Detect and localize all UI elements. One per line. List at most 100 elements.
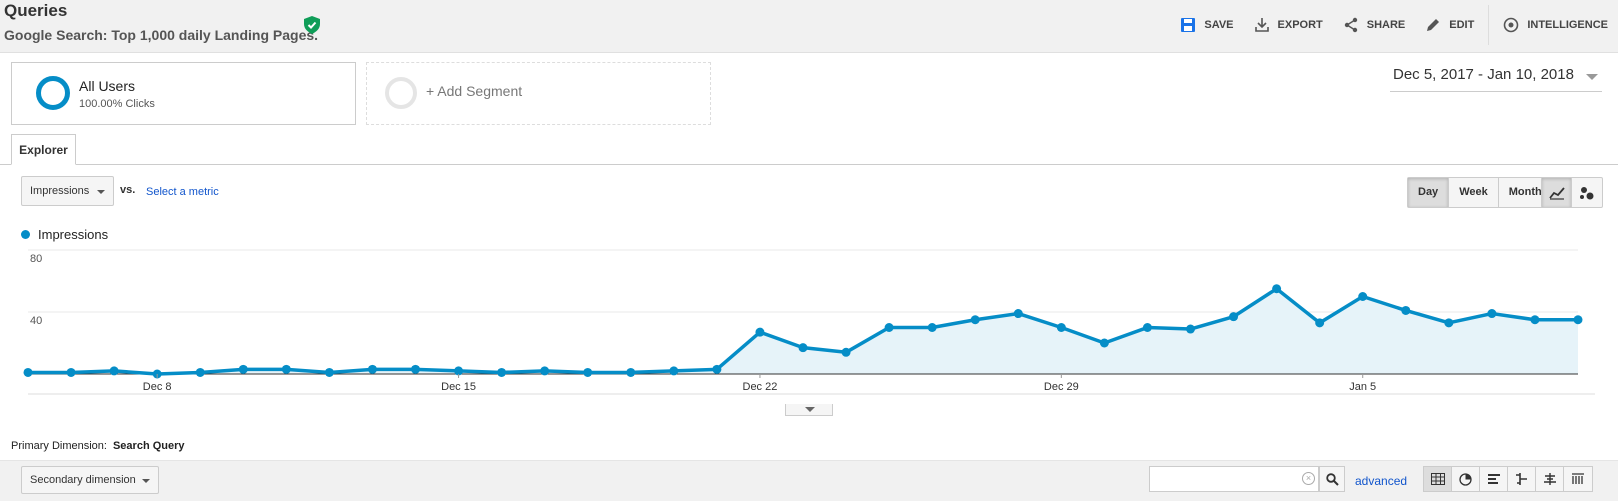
tab-explorer[interactable]: Explorer (11, 134, 76, 165)
page-subtitle: Google Search: Top 1,000 daily Landing P… (4, 27, 319, 43)
comparison-icon (1515, 473, 1527, 485)
data-point (454, 366, 464, 376)
report-actions: SAVE EXPORT SHARE EDIT INTELLIGENCE (1170, 0, 1618, 50)
data-point (755, 327, 765, 337)
motion-chart-button[interactable] (1572, 178, 1602, 207)
segment-name: All Users (79, 78, 136, 94)
intelligence-button[interactable]: INTELLIGENCE (1493, 5, 1618, 45)
period-week-button[interactable]: Week (1449, 178, 1499, 207)
x-tick-label: Dec 22 (743, 381, 778, 393)
export-button[interactable]: EXPORT (1244, 5, 1333, 45)
data-point (1401, 305, 1411, 315)
term-cloud-view-button[interactable] (1536, 467, 1564, 491)
comparison-view-button[interactable] (1508, 467, 1536, 491)
segment-detail: 100.00% Clicks (79, 98, 155, 110)
performance-view-button[interactable] (1480, 467, 1508, 491)
data-point (1315, 318, 1325, 328)
page-title: Queries (4, 1, 68, 20)
data-point (195, 367, 205, 377)
pie-view-button[interactable] (1452, 467, 1480, 491)
data-table-view-button[interactable] (1424, 467, 1452, 491)
data-point (238, 364, 248, 374)
x-tick-label: Dec 29 (1044, 381, 1079, 393)
data-point (970, 315, 980, 325)
metric-select[interactable]: Impressions (21, 176, 114, 206)
x-tick-label: Dec 8 (143, 381, 172, 393)
search-button[interactable] (1319, 466, 1345, 492)
data-point (1186, 324, 1195, 334)
data-point (626, 367, 636, 377)
segment-ring-icon (36, 76, 70, 110)
data-point (1099, 338, 1109, 348)
data-point (927, 323, 937, 332)
table-view-toggle (1423, 466, 1593, 492)
segment-all-users[interactable]: All Users 100.00% Clicks (11, 62, 356, 125)
pivot-view-button[interactable] (1564, 467, 1592, 491)
share-icon (1344, 17, 1357, 33)
report-header: Queries Google Search: Top 1,000 daily L… (0, 0, 1618, 53)
table-toolbar: Secondary dimension × advanced (0, 460, 1618, 501)
add-segment-button[interactable]: + Add Segment (366, 62, 711, 125)
x-tick-label: Jan 5 (1349, 381, 1376, 393)
share-button[interactable]: SHARE (1333, 5, 1416, 45)
secondary-dimension-label: Secondary dimension (30, 474, 136, 486)
data-point (1229, 312, 1239, 322)
date-range-picker[interactable]: Dec 5, 2017 - Jan 10, 2018 (1390, 66, 1602, 92)
tab-bar-line (0, 164, 1618, 165)
advanced-filter-link[interactable]: advanced (1355, 474, 1408, 488)
metric-select-label: Impressions (30, 185, 90, 197)
save-label: SAVE (1204, 19, 1234, 31)
y-tick-label: 80 (30, 253, 42, 265)
secondary-dimension-select[interactable]: Secondary dimension (21, 466, 159, 494)
shield-check-icon (304, 16, 320, 34)
add-segment-label: + Add Segment (426, 83, 523, 99)
data-point (66, 367, 76, 377)
edit-button[interactable]: EDIT (1415, 5, 1484, 45)
legend-dot-icon (21, 230, 30, 239)
y-tick-label: 40 (30, 315, 42, 327)
data-point (23, 367, 33, 377)
clear-search-icon[interactable]: × (1302, 472, 1315, 485)
data-point (324, 367, 334, 377)
vs-label: vs. (120, 184, 136, 196)
grid-icon (1430, 473, 1445, 485)
data-point (540, 366, 550, 376)
data-point (1142, 323, 1152, 332)
date-range-label: Dec 5, 2017 - Jan 10, 2018 (1393, 66, 1574, 83)
period-day-button[interactable]: Day (1408, 178, 1450, 207)
actions-divider (1488, 5, 1490, 45)
data-point (1358, 292, 1368, 301)
data-point (798, 343, 808, 353)
primary-dimension-value[interactable]: Search Query (112, 440, 185, 452)
impressions-line-chart: 40 80 Dec 8 Dec 15 Dec 22 Dec 29 Jan 5 (23, 249, 1595, 395)
data-point (1444, 318, 1454, 328)
line-chart-icon (1548, 186, 1565, 200)
data-point (281, 364, 291, 374)
data-point (1056, 323, 1066, 332)
primary-dimension-label: Primary Dimension: (11, 440, 107, 452)
share-label: SHARE (1366, 19, 1406, 31)
period-month-button[interactable]: Month (1508, 186, 1542, 198)
table-search-input[interactable] (1149, 466, 1319, 492)
chevron-down-icon (142, 479, 150, 483)
pivot-icon (1572, 473, 1584, 484)
export-icon (1254, 18, 1269, 32)
data-point (669, 366, 679, 376)
collapse-chart-button[interactable] (785, 404, 833, 416)
data-point (367, 364, 377, 374)
select-metric-link[interactable]: Select a metric (146, 186, 219, 198)
intelligence-label: INTELLIGENCE (1527, 19, 1608, 31)
data-point (884, 323, 894, 332)
pie-chart-icon (1459, 472, 1472, 486)
data-point (1573, 315, 1583, 325)
bar-list-icon (1487, 474, 1500, 484)
add-segment-ring-icon (385, 77, 417, 109)
data-point (497, 367, 507, 377)
search-icon (1325, 472, 1339, 486)
save-button[interactable]: SAVE (1170, 5, 1243, 45)
intelligence-icon (1504, 17, 1519, 33)
data-point (411, 364, 420, 374)
line-chart-button[interactable] (1542, 178, 1572, 207)
data-point (109, 366, 119, 376)
data-point (712, 364, 722, 374)
